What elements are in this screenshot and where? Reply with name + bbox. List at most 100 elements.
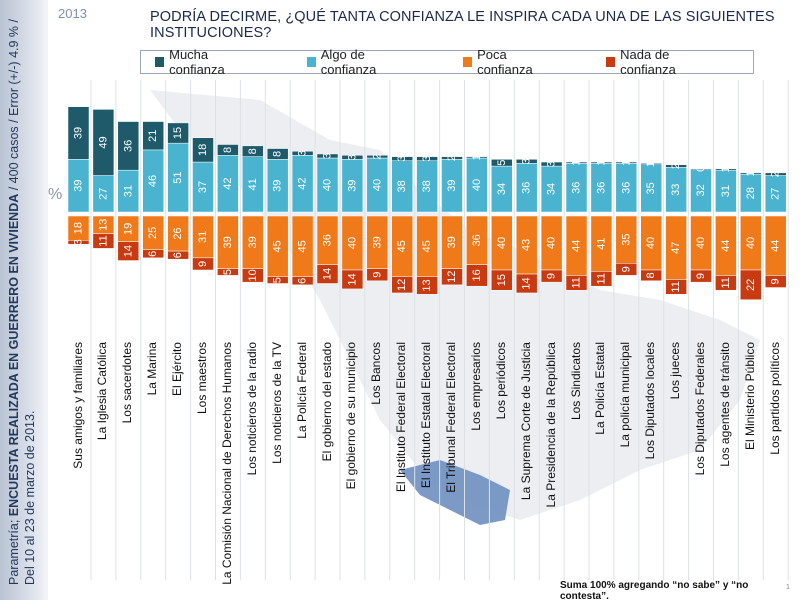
data-label: 11 — [97, 235, 109, 246]
legend-swatch — [306, 57, 316, 67]
data-label: 45 — [272, 240, 284, 252]
category-label: El gobierno del estado — [319, 342, 334, 462]
legend-item: Poca confianza — [462, 47, 558, 77]
bar-segment — [491, 159, 513, 167]
bar-segment — [391, 276, 413, 294]
data-label: 2 — [371, 154, 383, 160]
data-label: 38 — [421, 180, 433, 192]
data-label: 40 — [645, 237, 657, 249]
category-label: Los agentes de tránsito — [717, 342, 732, 467]
bar-segment — [217, 144, 239, 156]
category-label: La Comisión Nacional de Derechos Humanos — [219, 342, 234, 585]
bar-segment — [142, 121, 164, 151]
data-label: 41 — [595, 238, 607, 250]
data-label: 3 — [521, 158, 533, 164]
bar-segment — [291, 276, 314, 286]
bar-segment — [67, 106, 90, 160]
bar-segment — [117, 121, 140, 171]
category-label: La Marina — [145, 342, 160, 396]
data-label: 36 — [521, 182, 533, 194]
data-label: 18 — [197, 144, 209, 156]
chart-title: PODRÍA DECIRME, ¿QUÉ TANTA CONFIANZA LE … — [150, 9, 775, 41]
category-label: Los Diputados locales — [643, 342, 658, 460]
y-axis-label: % — [48, 186, 63, 203]
data-label: 32 — [695, 184, 707, 196]
data-label: 39 — [446, 236, 458, 248]
bar-segment — [491, 269, 513, 291]
category-label: Los periódicos — [493, 342, 508, 420]
data-label: 44 — [770, 240, 782, 252]
data-label: 5 — [272, 277, 284, 283]
legend: Mucha confianza Algo de confianza Poca con… — [140, 47, 754, 77]
data-label: 37 — [197, 181, 209, 193]
category-label: El gobierno de su municipio — [344, 342, 359, 490]
data-label: 10 — [247, 269, 259, 281]
data-label: 42 — [222, 178, 234, 190]
category-label: El Ministerio Público — [742, 342, 757, 451]
bar-segment — [192, 137, 214, 163]
bar-segment — [565, 275, 588, 291]
data-label: 51 — [172, 171, 184, 183]
data-label: 11 — [571, 277, 583, 288]
category-label: Los maestros — [195, 342, 209, 415]
category-label: Los partidos políticos — [767, 342, 782, 455]
data-label: 39 — [346, 180, 358, 192]
bar-segment — [540, 269, 563, 283]
data-label: 5 — [222, 269, 234, 275]
bar-segment — [640, 269, 662, 282]
bar-segment — [690, 168, 712, 171]
data-label: 27 — [770, 188, 782, 200]
bar-segment — [142, 249, 164, 259]
bar-segment — [665, 279, 687, 295]
bar-segment — [764, 172, 787, 176]
bar-segment — [740, 269, 762, 300]
data-label: 1 — [645, 161, 657, 167]
data-label: 40 — [471, 179, 483, 191]
data-label: 40 — [371, 179, 383, 191]
category-label: Los Sindicatos — [568, 342, 583, 421]
legend-swatch — [606, 57, 616, 67]
data-label: 9 — [546, 273, 558, 279]
data-label: 45 — [297, 240, 309, 252]
data-label: 18 — [73, 222, 85, 234]
data-label: 28 — [745, 187, 757, 199]
data-label: 14 — [122, 245, 134, 257]
data-label: 22 — [745, 279, 757, 291]
bar-segment — [366, 155, 389, 159]
category-label: El Instituto Federal Electoral — [394, 342, 409, 493]
data-label: 38 — [396, 180, 408, 192]
bar-segment — [366, 268, 389, 282]
bars: 3939183274913113136191446212565115266371… — [67, 106, 787, 300]
data-label: 35 — [620, 234, 632, 246]
data-label: 39 — [73, 127, 85, 139]
data-label: 3 — [322, 153, 334, 159]
data-label: 3 — [297, 150, 309, 156]
bar-segment — [242, 145, 264, 157]
data-label: 13 — [97, 219, 109, 231]
data-label: 11 — [595, 273, 607, 284]
bar-segment — [167, 250, 189, 260]
data-label: 2 — [446, 155, 458, 161]
sidebar-band — [0, 0, 48, 600]
footnote: Suma 100% agregando “no sabe” y “no cont… — [560, 580, 749, 602]
bar-segment — [715, 275, 737, 291]
data-label: 27 — [97, 188, 109, 200]
data-label: 40 — [745, 237, 757, 249]
legend-swatch — [462, 57, 473, 67]
category-label: Los sacerdotes — [120, 342, 135, 424]
bar-segment — [341, 155, 364, 160]
bar-segment — [515, 159, 538, 164]
bar-segment — [665, 164, 687, 168]
bar-segment — [466, 264, 488, 287]
data-label: 45 — [421, 240, 433, 252]
data-label: 9 — [770, 278, 782, 284]
category-label: El Tribunal Federal Electoral — [444, 342, 458, 493]
data-label: 14 — [521, 277, 533, 289]
bar-segment — [291, 151, 314, 156]
data-label: 1 — [471, 154, 483, 160]
data-label: 40 — [496, 237, 508, 249]
data-label: 0 — [695, 166, 707, 172]
data-label: 3 — [421, 156, 433, 162]
legend-swatch — [155, 57, 165, 67]
data-label: 31 — [197, 231, 209, 243]
